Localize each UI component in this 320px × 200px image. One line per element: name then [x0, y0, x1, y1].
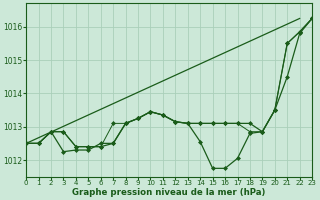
X-axis label: Graphe pression niveau de la mer (hPa): Graphe pression niveau de la mer (hPa): [72, 188, 266, 197]
